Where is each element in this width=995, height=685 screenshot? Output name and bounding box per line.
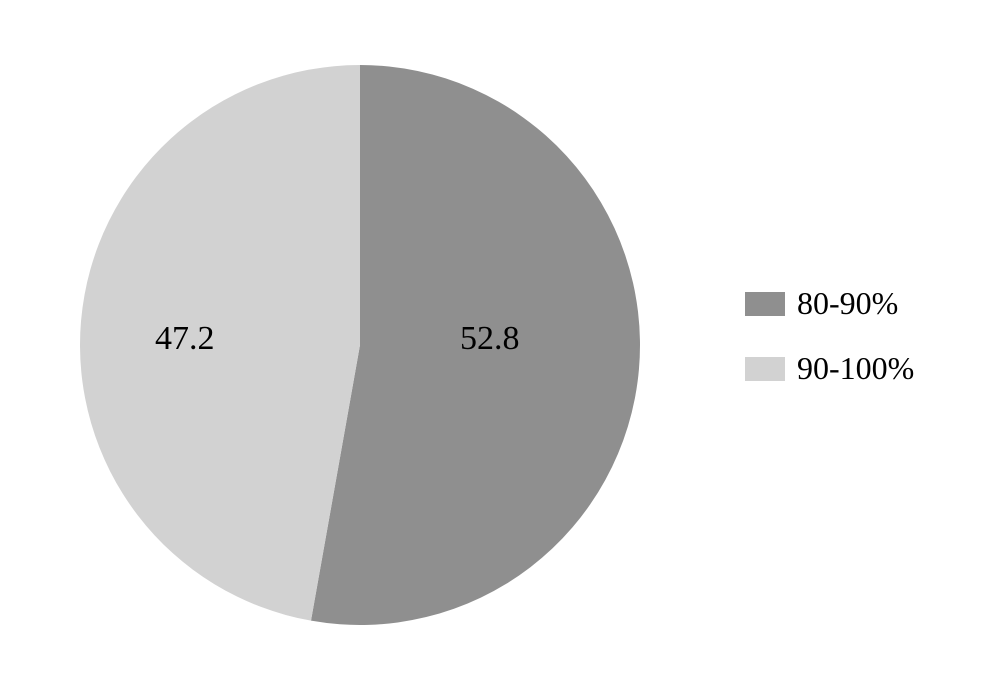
legend: 80-90% 90-100% xyxy=(745,285,914,387)
legend-item: 80-90% xyxy=(745,285,914,322)
legend-label: 90-100% xyxy=(797,350,914,387)
legend-swatch xyxy=(745,357,785,381)
legend-item: 90-100% xyxy=(745,350,914,387)
pie-slice-label: 52.8 xyxy=(460,320,520,358)
legend-label: 80-90% xyxy=(797,285,898,322)
pie-slice xyxy=(80,65,360,621)
legend-swatch xyxy=(745,292,785,316)
chart-stage: 52.8 47.2 80-90% 90-100% xyxy=(0,0,995,685)
pie-slice-label: 47.2 xyxy=(155,320,215,358)
